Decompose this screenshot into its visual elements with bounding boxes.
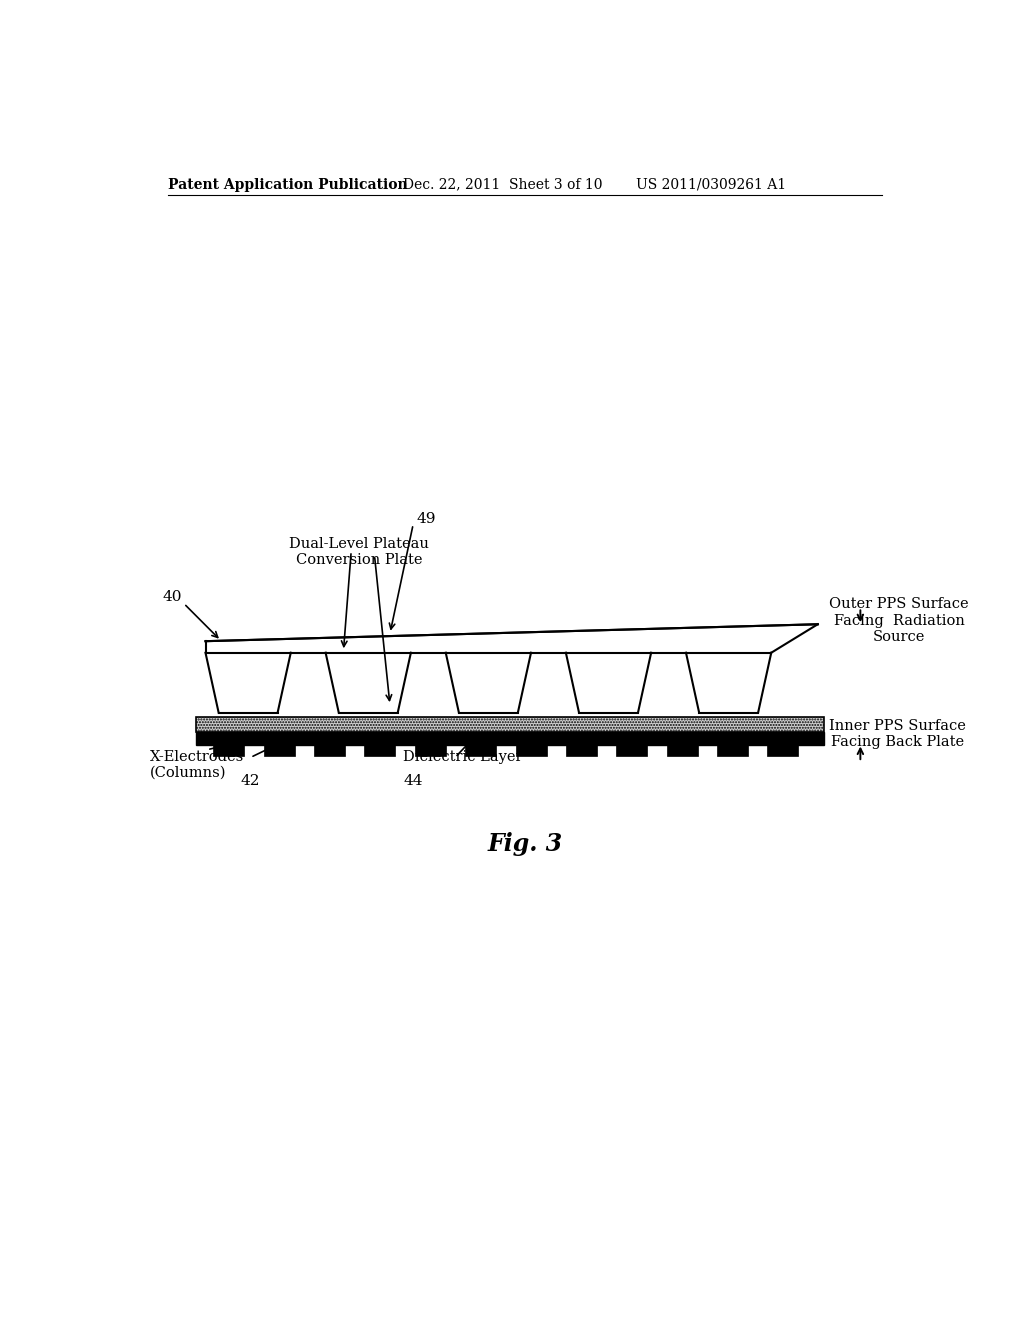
Bar: [717, 744, 748, 756]
Bar: [667, 744, 697, 756]
Bar: [465, 744, 496, 756]
Polygon shape: [326, 653, 411, 713]
Text: 40: 40: [163, 590, 182, 605]
Bar: [515, 744, 547, 756]
Bar: [566, 744, 597, 756]
Text: Dual-Level Plateau
Conversion Plate: Dual-Level Plateau Conversion Plate: [289, 537, 429, 568]
Bar: [197, 733, 824, 744]
Bar: [314, 744, 345, 756]
Text: Dec. 22, 2011  Sheet 3 of 10: Dec. 22, 2011 Sheet 3 of 10: [403, 178, 603, 191]
Text: Fig. 3: Fig. 3: [487, 832, 562, 855]
Text: 49: 49: [417, 512, 436, 525]
Text: Dielectric Layer: Dielectric Layer: [403, 750, 522, 764]
Text: Outer PPS Surface
Facing  Radiation
Source: Outer PPS Surface Facing Radiation Sourc…: [829, 598, 969, 644]
Text: 44: 44: [403, 774, 423, 788]
Bar: [213, 744, 245, 756]
Bar: [365, 744, 395, 756]
Bar: [616, 744, 647, 756]
Bar: [415, 744, 445, 756]
Bar: [197, 717, 824, 733]
Text: US 2011/0309261 A1: US 2011/0309261 A1: [636, 178, 785, 191]
Polygon shape: [686, 653, 771, 713]
Bar: [767, 744, 799, 756]
Polygon shape: [445, 653, 531, 713]
Text: 42: 42: [241, 774, 260, 788]
Bar: [263, 744, 295, 756]
Text: X-Electrodes
(Columns): X-Electrodes (Columns): [150, 750, 244, 780]
Text: Patent Application Publication: Patent Application Publication: [168, 178, 408, 191]
Polygon shape: [566, 653, 651, 713]
Text: Inner PPS Surface
Facing Back Plate: Inner PPS Surface Facing Back Plate: [829, 719, 967, 750]
Polygon shape: [206, 653, 291, 713]
